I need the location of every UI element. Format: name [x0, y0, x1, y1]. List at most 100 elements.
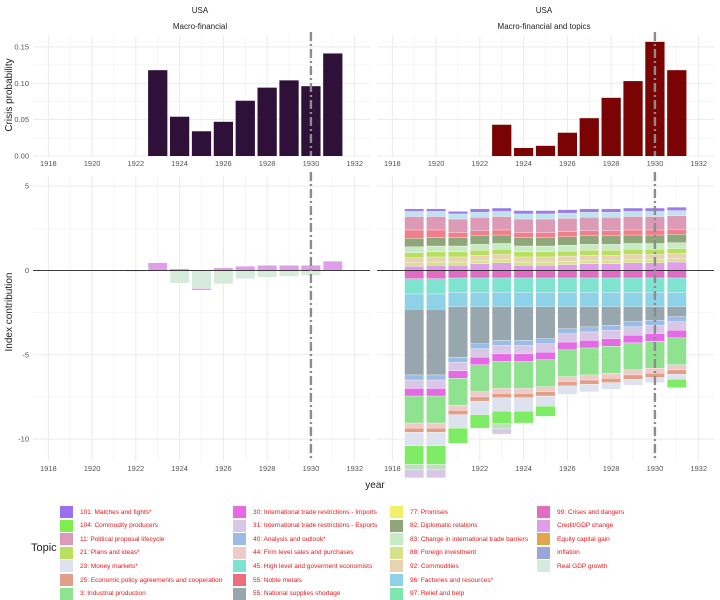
stack-segment-negative [513, 397, 534, 412]
stack-segment-negative [557, 381, 578, 387]
stack-segment-negative [513, 345, 534, 355]
legend-label: 96: Factories and resources* [410, 576, 494, 584]
legend-item: 44: Firm level sales and purchases [233, 546, 353, 559]
stack-segment-positive [448, 256, 468, 263]
legend-item: 96: Factories and resources* [390, 574, 493, 586]
stack-segment-negative [601, 292, 621, 307]
stack-segment-positive [513, 232, 534, 238]
x-tick-label: 1928 [603, 159, 620, 168]
stack-segment [257, 270, 277, 278]
stack-segment-negative [404, 464, 424, 470]
stack-segment-negative [557, 385, 578, 395]
stack-segment-negative [470, 348, 490, 358]
stack-segment-positive [535, 251, 556, 258]
stack-segment-negative [557, 349, 578, 377]
stack-segment-negative [470, 277, 490, 293]
stack-segment-negative [623, 326, 643, 336]
stack-segment-negative [448, 292, 468, 307]
legend-label: 101: Matches and fights* [80, 508, 152, 516]
stack-segment-positive [491, 211, 512, 217]
x-tick-label: 1918 [40, 464, 57, 473]
legend-swatch [233, 533, 246, 546]
legend-label: 25: Economic policy agreements and coope… [80, 576, 223, 584]
stack-segment-negative [404, 374, 424, 381]
legend-swatch [537, 546, 550, 559]
stack-segment-positive [667, 234, 687, 243]
legend-swatch [390, 587, 403, 600]
stack-segment-positive [667, 242, 687, 249]
y-tick-label: 0 [25, 266, 29, 275]
legend-label: Inflation [557, 549, 580, 557]
stack-segment-negative [491, 340, 512, 346]
panel-macro-financial-probability: 1918 1920 1922 1924 1926 1928 1930 1932 0.00 0.05… [14, 32, 370, 168]
stack-segment-positive [535, 213, 556, 220]
stack-segment-negative [513, 361, 534, 389]
stack-segment-positive [513, 261, 534, 266]
stack-segment-positive [623, 254, 643, 260]
legend-item: 3: Industrial production [60, 587, 146, 600]
stack-segment-negative [491, 423, 512, 430]
legend-swatch [60, 506, 73, 518]
stack-segment [235, 270, 256, 280]
stack-segment-positive [470, 263, 490, 271]
stack-segment-positive [667, 215, 687, 230]
stack-segment-positive [579, 244, 600, 251]
stack-segment [323, 261, 343, 271]
legend-item: 11: Political proposal lifecycle [60, 533, 164, 546]
stack-segment-positive [513, 210, 534, 215]
stack-segment-negative [557, 341, 578, 350]
stack-segment-positive [557, 236, 578, 246]
bar [579, 118, 599, 156]
stack-segment-negative [579, 331, 600, 341]
legend-item: 31: International trade restrictions - E… [233, 519, 377, 532]
stack-segment-positive [491, 262, 512, 271]
bar [601, 97, 621, 156]
stack-segment-positive [601, 244, 621, 251]
stack-segment-negative [470, 364, 490, 393]
panel-subtitle-right: Macro-financial and topics [498, 22, 591, 31]
bar [492, 124, 512, 156]
stack-segment-negative [579, 340, 600, 349]
stack-segment-positive [557, 250, 578, 257]
stack-segment-positive [601, 212, 621, 218]
stack-segment-positive [579, 255, 600, 261]
stack-segment-positive [667, 228, 687, 235]
legend-swatch [537, 560, 550, 573]
bar [623, 81, 643, 156]
stack-segment-positive [623, 207, 643, 212]
stack-segment-positive [426, 251, 446, 258]
stack-segment-positive [426, 216, 446, 231]
y-tick-label: 0.00 [14, 152, 29, 161]
legend-item: 23: Money markets* [60, 560, 138, 573]
legend-swatch [390, 506, 403, 518]
stack-segment-positive [491, 249, 512, 255]
legend-label: 55: National supplies shortage [253, 590, 341, 598]
stack-segment-positive [404, 266, 424, 271]
stack-segment-negative [404, 469, 424, 479]
stack-segment-positive [557, 244, 578, 252]
stack-segment-negative [426, 379, 446, 389]
stack-segment-positive [470, 250, 490, 256]
bar [645, 41, 665, 157]
stack-segment-positive [513, 256, 534, 263]
stack-segment-negative [491, 388, 512, 394]
stack-segment [213, 270, 234, 285]
stack-segment-positive [579, 212, 600, 218]
x-tick-label: 1918 [384, 464, 401, 473]
x-tick-label: 1922 [128, 159, 145, 168]
stack-segment-positive [557, 209, 578, 214]
stack-segment-negative [623, 321, 643, 328]
legend-label: 77: Promises [410, 508, 448, 516]
legend-swatch [233, 506, 246, 518]
stack-segment-positive [667, 261, 687, 271]
stack-segment-negative [491, 361, 512, 389]
stack-segment-negative [601, 382, 621, 390]
legend-swatch [537, 533, 550, 546]
x-tick-label: 1930 [647, 159, 664, 168]
stack-segment-negative [448, 410, 468, 415]
panel-title-left: USA [192, 6, 209, 15]
legend-item: 83: Change in international trade barrie… [390, 533, 528, 546]
legend-swatch [233, 519, 246, 532]
legend-item: 55: National supplies shortage [233, 587, 341, 600]
legend-label: 97: Relief and help [410, 590, 465, 598]
